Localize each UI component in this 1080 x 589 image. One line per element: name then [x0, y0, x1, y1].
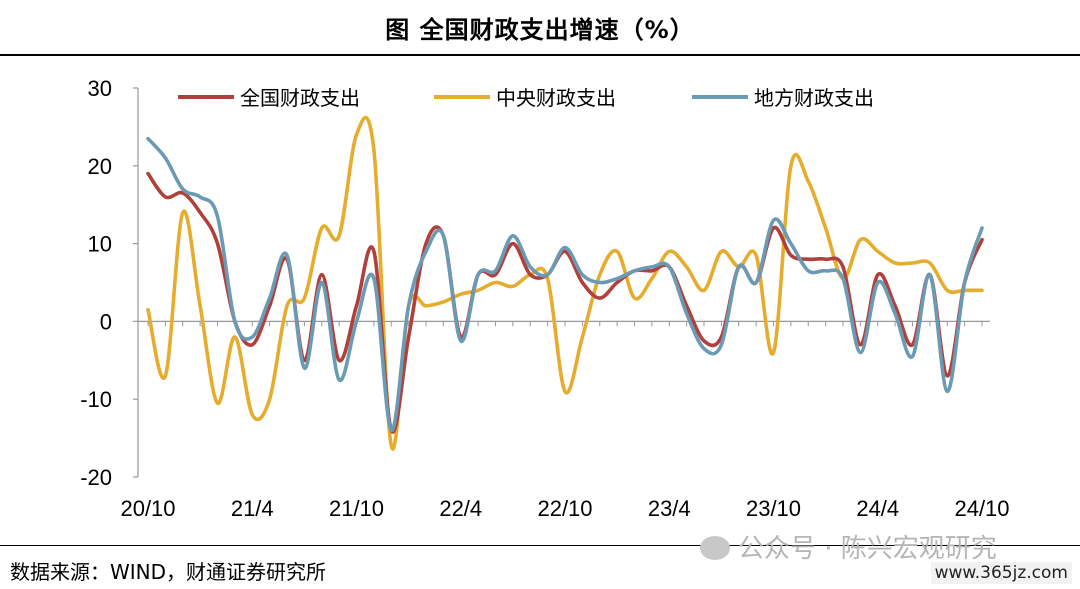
y-tick-label: 0 — [100, 309, 112, 334]
footer: 数据来源：WIND，财通证券研究所 — [0, 545, 1080, 589]
legend-label-1: 中央财政支出 — [496, 86, 616, 110]
x-tick-label: 20/10 — [120, 496, 175, 521]
series-group — [146, 115, 984, 451]
series-line-2 — [146, 136, 984, 433]
axes: -20 -10 0 10 20 30 20/10 21/4 21/10 22/4 22/10 23/4… — [80, 76, 1009, 521]
source-note: 数据来源：WIND，财通证券研究所 — [10, 560, 327, 584]
x-tick-label: 21/4 — [231, 496, 274, 521]
watermark-text: 公众号 · 陈兴宏观研究 — [738, 534, 997, 564]
y-tick-label: 30 — [88, 76, 112, 101]
line-chart: -20 -10 0 10 20 30 20/10 21/4 21/10 22/4 22/10 23/4… — [80, 76, 1009, 521]
site-label: www.365jz.com — [930, 562, 1072, 584]
y-tick-label: -20 — [80, 465, 112, 490]
wechat-icon — [700, 536, 730, 560]
legend-label-2: 地方财政支出 — [754, 86, 874, 110]
x-tick-label: 23/4 — [648, 496, 691, 521]
y-tick-label: 10 — [88, 232, 112, 257]
x-tick-label: 22/4 — [439, 496, 482, 521]
chart-title: 图 全国财政支出增速（%） — [385, 15, 695, 44]
x-tick-label: 24/4 — [856, 496, 899, 521]
watermark: 公众号 · 陈兴宏观研究 — [700, 528, 997, 565]
y-tick-label: 20 — [88, 154, 112, 179]
x-tick-label: 24/10 — [954, 496, 1009, 521]
legend: 全国财政支出 中央财政支出 地方财政支出 — [178, 86, 874, 110]
y-tick-label: -10 — [80, 387, 112, 412]
legend-label-0: 全国财政支出 — [240, 86, 360, 110]
x-tick-label: 23/10 — [746, 496, 801, 521]
title-bar: 图 全国财政支出增速（%） — [0, 0, 1080, 56]
x-tick-label: 21/10 — [329, 496, 384, 521]
x-tick-label: 22/10 — [537, 496, 592, 521]
series-line-1 — [146, 115, 984, 451]
